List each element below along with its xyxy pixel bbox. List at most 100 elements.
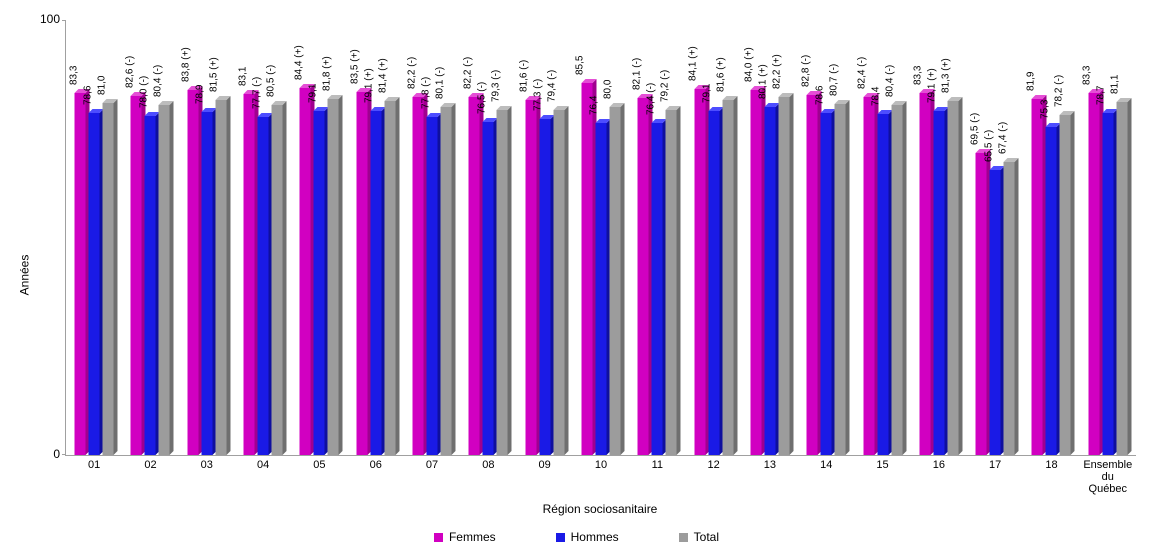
bar-group: 84,4 (+)79,181,8 (+)	[300, 20, 339, 455]
legend-label: Total	[694, 530, 719, 544]
bar-total: 78,2 (-)	[1060, 20, 1071, 455]
bar-total: 80,0	[609, 20, 620, 455]
bar-femmes: 69,5 (-)	[976, 20, 987, 455]
bar-group: 83,177,7 (-)80,5 (-)	[244, 20, 283, 455]
value-label: 84,1 (+)	[689, 46, 699, 81]
category-label: 02	[122, 455, 178, 471]
value-label: 78,7	[1097, 85, 1107, 104]
value-label: 82,1 (-)	[632, 58, 642, 90]
value-label: 78,6	[83, 86, 93, 105]
bar-group: 82,2 (-)76,5 (-)79,3 (-)	[469, 20, 508, 455]
value-label: 84,4 (+)	[294, 45, 304, 80]
category: 83,177,7 (-)80,5 (-)04	[235, 20, 291, 455]
category-label: EnsembleduQuébec	[1080, 455, 1136, 495]
bar-total: 80,7 (-)	[835, 20, 846, 455]
category: 84,0 (+)80,1 (+)82,2 (+)13	[742, 20, 798, 455]
category: 84,1 (+)79,181,6 (+)12	[685, 20, 741, 455]
value-label: 83,1	[238, 66, 248, 85]
category: 85,576,480,010	[573, 20, 629, 455]
bar-total: 81,3 (+)	[947, 20, 958, 455]
bar-group: 83,379,1 (+)81,3 (+)	[919, 20, 958, 455]
bar-group: 83,378,781,1	[1088, 20, 1127, 455]
value-label: 79,3 (-)	[491, 70, 501, 102]
value-label: 78,2 (-)	[1054, 75, 1064, 107]
value-label: 78,0 (-)	[139, 75, 149, 107]
category: 81,6 (-)77,3 (-)79,4 (-)09	[517, 20, 573, 455]
legend-label: Femmes	[449, 530, 496, 544]
value-label: 82,2 (-)	[463, 57, 473, 89]
bar-group: 82,4 (-)78,480,4 (-)	[863, 20, 902, 455]
y-tick-top: 100	[35, 12, 60, 26]
value-label: 83,3	[914, 65, 924, 84]
bar-group: 84,1 (+)79,181,6 (+)	[694, 20, 733, 455]
bar-group: 82,1 (-)76,4 (-)79,2 (-)	[638, 20, 677, 455]
bar-group: 82,8 (-)78,680,7 (-)	[807, 20, 846, 455]
bar-group: 85,576,4 80,0	[581, 20, 620, 455]
value-label: 82,6 (-)	[125, 55, 135, 87]
value-label: 81,3 (+)	[942, 59, 952, 94]
category-label: 17	[967, 455, 1023, 471]
value-label: 82,2 (-)	[407, 57, 417, 89]
bar-hommes: 65,5 (-)	[990, 20, 1001, 455]
category: 82,2 (-)77,8 (-)80,1 (-)07	[404, 20, 460, 455]
bar-group: 83,8 (+)78,981,5 (+)	[187, 20, 226, 455]
category-label: 09	[517, 455, 573, 471]
value-label: 76,4	[590, 95, 600, 114]
bar-femmes: 85,5	[581, 20, 592, 455]
value-label: 77,8 (-)	[421, 76, 431, 108]
value-label: 84,0 (+)	[745, 47, 755, 82]
bar-group: 82,6 (-)78,0 (-)80,4 (-)	[131, 20, 170, 455]
category: 83,8 (+)78,981,5 (+)03	[179, 20, 235, 455]
value-label: 80,5 (-)	[266, 65, 276, 97]
x-axis-label: Région sociosanitaire	[65, 502, 1135, 516]
bar-total: 79,4 (-)	[553, 20, 564, 455]
category: 83,379,1 (+)81,3 (+)16	[911, 20, 967, 455]
value-label: 82,8 (-)	[801, 55, 811, 87]
value-label: 81,1	[1111, 75, 1121, 94]
value-label: 80,1 (-)	[435, 66, 445, 98]
value-label: 80,4 (-)	[886, 65, 896, 97]
legend-item-hommes: Hommes	[556, 530, 619, 544]
category-label: 06	[348, 455, 404, 471]
category: 82,6 (-)78,0 (-)80,4 (-)02	[122, 20, 178, 455]
category-label: 08	[460, 455, 516, 471]
legend-swatch	[434, 533, 443, 542]
value-label: 80,4 (-)	[153, 65, 163, 97]
bar-total: 67,4 (-)	[1004, 20, 1015, 455]
value-label: 79,1 (+)	[365, 68, 375, 103]
value-label: 78,9	[196, 84, 206, 103]
category-label: 11	[629, 455, 685, 471]
value-label: 80,0	[604, 80, 614, 99]
category-label: 14	[798, 455, 854, 471]
value-label: 79,1	[703, 83, 713, 102]
category: 83,378,681,001	[66, 20, 122, 455]
value-label: 83,8 (+)	[182, 48, 192, 83]
bar-group: 81,975,378,2 (-)	[1032, 20, 1071, 455]
value-label: 82,2 (+)	[773, 55, 783, 90]
bar-group: 82,2 (-)77,8 (-)80,1 (-)	[413, 20, 452, 455]
category: 69,5 (-)65,5 (-)67,4 (-)17	[967, 20, 1023, 455]
bar-group: 84,0 (+)80,1 (+)82,2 (+)	[750, 20, 789, 455]
value-label: 81,0	[97, 75, 107, 94]
category-label: 01	[66, 455, 122, 471]
bar-group: 81,6 (-)77,3 (-)79,4 (-)	[525, 20, 564, 455]
value-label: 79,1	[308, 83, 318, 102]
value-label: 76,5 (-)	[477, 82, 487, 114]
bar-total: 80,5 (-)	[272, 20, 283, 455]
value-label: 85,5	[576, 56, 586, 75]
bar-total: 81,4 (+)	[384, 20, 395, 455]
value-label: 78,6	[815, 86, 825, 105]
category: 83,5 (+)79,1 (+)81,4 (+)06	[348, 20, 404, 455]
value-label: 81,6 (-)	[520, 60, 530, 92]
category-label: 16	[911, 455, 967, 471]
value-label: 83,3	[1083, 65, 1093, 84]
bar-group: 69,5 (-)65,5 (-)67,4 (-)	[976, 20, 1015, 455]
y-axis-label: Années	[17, 255, 31, 296]
bar-femmes: 82,4 (-)	[863, 20, 874, 455]
bar-total: 81,8 (+)	[328, 20, 339, 455]
category-label: 12	[685, 455, 741, 471]
categories-container: 83,378,681,00182,6 (-)78,0 (-)80,4 (-)02…	[66, 20, 1136, 455]
category: 82,8 (-)78,680,7 (-)14	[798, 20, 854, 455]
bar-total: 81,1	[1116, 20, 1127, 455]
bar-femmes: 81,9	[1032, 20, 1043, 455]
